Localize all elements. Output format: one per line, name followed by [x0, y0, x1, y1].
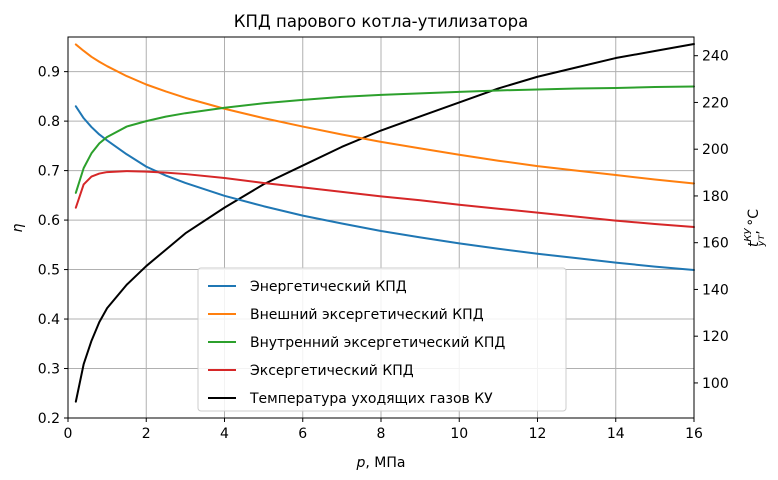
y-tick-label: 0.2 [38, 411, 60, 427]
series-line-4 [74, 43, 695, 403]
x-tick-label: 8 [377, 426, 386, 442]
x-tick-label: 16 [685, 426, 703, 442]
y2-axis-label: tКУ ут, °C [743, 209, 767, 248]
legend-label-4: Температура уходящих газов КУ [249, 391, 493, 407]
series-line-0 [74, 105, 695, 272]
legend-label-1: Внешний эксергетический КПД [250, 307, 484, 323]
y2-tick-label: 160 [702, 236, 729, 252]
y2-tick-label: 100 [702, 376, 729, 392]
x-ticks: 0 2 4 6 8 10 12 14 16 [64, 418, 703, 442]
y-tick-label: 0.4 [38, 312, 60, 328]
x-axis-label: p, МПа [356, 455, 406, 471]
y2-tick-label: 220 [702, 95, 729, 111]
x-tick-label: 12 [529, 426, 547, 442]
y2-tick-label: 200 [702, 142, 729, 158]
legend-label-0: Энергетический КПД [250, 279, 407, 295]
x-tick-label: 0 [64, 426, 73, 442]
y2-tick-label: 120 [702, 329, 729, 345]
legend: Энергетический КПД Внешний эксергетически… [197, 267, 567, 412]
series-line-1 [74, 43, 695, 185]
y-tick-label: 0.8 [38, 114, 60, 130]
x-axis-label-unit: , МПа [365, 455, 405, 471]
y2-ticks: 100 120 140 160 180 200 220 240 [694, 49, 729, 392]
y-tick-label: 0.6 [38, 213, 60, 229]
legend-box [197, 267, 567, 412]
x-tick-label: 2 [142, 426, 151, 442]
y-tick-label: 0.3 [38, 362, 60, 378]
y2-axis-label-sub: ут [756, 233, 767, 247]
chart-title: КПД парового котла-утилизатора [234, 12, 528, 31]
y-tick-label: 0.5 [38, 263, 60, 279]
legend-label-2: Внутренний эксергетический КПД [250, 335, 505, 351]
y-tick-label: 0.9 [38, 65, 60, 81]
y-ticks: 0.2 0.3 0.4 0.5 0.6 0.7 0.8 0.9 [38, 65, 68, 427]
series-lines [74, 43, 695, 403]
x-tick-label: 4 [220, 426, 229, 442]
y2-axis-label-unit: , °C [746, 209, 762, 235]
y2-axis-label-var: t [746, 241, 762, 247]
y2-tick-label: 140 [702, 282, 729, 298]
y-tick-label: 0.7 [38, 164, 60, 180]
y2-tick-label: 240 [702, 49, 729, 65]
x-axis-label-var: p [356, 455, 366, 471]
legend-label-3: Эксергетический КПД [250, 363, 414, 379]
x-tick-label: 14 [607, 426, 625, 442]
plot-frame [67, 36, 695, 419]
y2-axis-label-sup: КУ [743, 227, 754, 241]
y-axis-label: η [10, 223, 26, 232]
series-line-2 [74, 85, 695, 194]
y2-tick-label: 180 [702, 189, 729, 205]
x-tick-label: 6 [298, 426, 307, 442]
x-tick-label: 10 [450, 426, 468, 442]
series-line-3 [74, 170, 695, 229]
